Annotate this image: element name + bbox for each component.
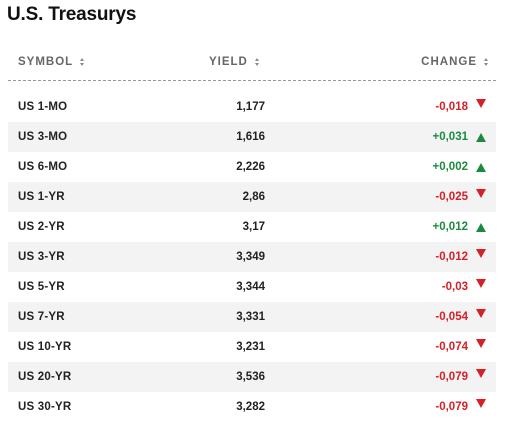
yield-cell: 3,17: [242, 221, 265, 233]
change-cell: +0,031: [432, 131, 469, 143]
change-header-label: CHANGE: [421, 56, 477, 68]
symbol-header-label: SYMBOL: [18, 56, 74, 68]
triangle-down-icon: [476, 189, 486, 198]
table-row[interactable]: US 3-YR 3,349 -0,012: [8, 242, 496, 272]
triangle-up-icon: [476, 163, 486, 172]
yield-cell: 3,344: [236, 281, 265, 293]
symbol-cell[interactable]: US 1-YR: [18, 191, 65, 203]
sort-icon: [254, 58, 259, 66]
symbol-cell[interactable]: US 7-YR: [18, 311, 65, 323]
yield-cell: 3,231: [236, 341, 265, 353]
table-row[interactable]: US 5-YR 3,344 -0,03: [8, 272, 496, 302]
change-cell: -0,079: [435, 371, 468, 383]
change-cell: -0,025: [435, 191, 468, 203]
table-header: SYMBOL YIELD CHANGE: [8, 50, 496, 81]
symbol-cell[interactable]: US 30-YR: [18, 401, 72, 413]
symbol-cell[interactable]: US 5-YR: [18, 281, 65, 293]
symbol-cell[interactable]: US 1-MO: [18, 101, 68, 113]
table-row[interactable]: US 10-YR 3,231 -0,074: [8, 332, 496, 362]
yield-cell: 2,86: [242, 191, 265, 203]
change-cell: -0,018: [435, 101, 468, 113]
symbol-cell[interactable]: US 6-MO: [18, 161, 68, 173]
yield-cell: 1,616: [236, 131, 265, 143]
sort-icon: [484, 58, 488, 66]
symbol-cell[interactable]: US 20-YR: [18, 371, 72, 383]
table-row[interactable]: US 6-MO 2,226 +0,002: [8, 152, 496, 182]
page-title: U.S. Treasurys: [7, 4, 137, 25]
symbol-cell[interactable]: US 3-YR: [18, 251, 65, 263]
symbol-column-header[interactable]: SYMBOL: [18, 56, 85, 68]
yield-cell: 1,177: [236, 101, 265, 113]
triangle-down-icon: [476, 249, 486, 258]
table-row[interactable]: US 20-YR 3,536 -0,079: [8, 362, 496, 392]
symbol-cell[interactable]: US 3-MO: [18, 131, 68, 143]
yield-cell: 3,282: [236, 401, 265, 413]
change-cell: -0,074: [435, 341, 468, 353]
triangle-down-icon: [476, 279, 486, 288]
triangle-up-icon: [476, 223, 486, 232]
change-cell: -0,054: [435, 311, 468, 323]
triangle-down-icon: [476, 399, 486, 408]
yield-cell: 2,226: [236, 161, 265, 173]
table-row[interactable]: US 1-YR 2,86 -0,025: [8, 182, 496, 212]
change-cell: +0,012: [432, 221, 469, 233]
table-row[interactable]: US 1-MO 1,177 -0,018: [8, 92, 496, 122]
yield-cell: 3,349: [236, 251, 265, 263]
change-cell: -0,079: [435, 401, 468, 413]
triangle-up-icon: [476, 133, 486, 142]
yield-cell: 3,536: [236, 371, 265, 383]
triangle-down-icon: [476, 369, 486, 378]
yield-cell: 3,331: [236, 311, 265, 323]
sort-icon: [80, 58, 85, 66]
symbol-cell[interactable]: US 10-YR: [18, 341, 72, 353]
table-row[interactable]: US 7-YR 3,331 -0,054: [8, 302, 496, 332]
yield-column-header[interactable]: YIELD: [209, 56, 259, 68]
change-cell: +0,002: [432, 161, 469, 173]
change-column-header[interactable]: CHANGE: [421, 56, 488, 68]
table-row[interactable]: US 2-YR 3,17 +0,012: [8, 212, 496, 242]
yield-header-label: YIELD: [209, 56, 248, 68]
triangle-down-icon: [476, 99, 486, 108]
triangle-down-icon: [476, 339, 486, 348]
triangle-down-icon: [476, 309, 486, 318]
table-row[interactable]: US 3-MO 1,616 +0,031: [8, 122, 496, 152]
change-cell: -0,012: [435, 251, 468, 263]
symbol-cell[interactable]: US 2-YR: [18, 221, 65, 233]
change-cell: -0,03: [441, 281, 468, 293]
table-row[interactable]: US 30-YR 3,282 -0,079: [8, 392, 496, 422]
treasury-table-body: US 1-MO 1,177 -0,018 US 3-MO 1,616 +0,031 US 6…: [8, 92, 496, 422]
